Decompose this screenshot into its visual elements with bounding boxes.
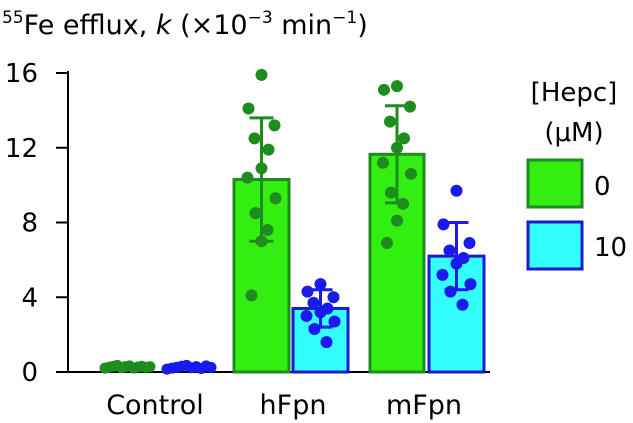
- point-hfpn-hepc-0-10: [255, 235, 268, 248]
- point-hfpn-hepc-0-9: [261, 223, 274, 236]
- point-mfpn-hepc-10-2: [463, 237, 476, 250]
- point-hfpn-hepc-0-3: [248, 132, 261, 145]
- point-hfpn-hepc-0-5: [255, 162, 268, 175]
- y-tick-label-12: 12: [5, 134, 38, 164]
- point-mfpn-hepc-10-0: [450, 184, 463, 197]
- y-axis-title-isotope: 55: [2, 8, 24, 28]
- y-tick-label-8: 8: [21, 209, 38, 239]
- point-mfpn-hepc-0-8: [385, 186, 397, 199]
- legend-label-0: 0: [594, 172, 611, 202]
- y-axis-title-unit: min: [273, 10, 333, 41]
- point-mfpn-hepc-0-1: [378, 83, 390, 96]
- point-control-hepc-10-9: [205, 361, 217, 373]
- y-axis-title-exp: −3: [248, 8, 273, 28]
- bars: [232, 152, 486, 374]
- point-mfpn-hepc-0-3: [384, 115, 396, 128]
- point-hfpn-hepc-0-11: [245, 289, 258, 302]
- point-mfpn-hepc-10-8: [444, 285, 457, 298]
- point-mfpn-hepc-10-6: [436, 268, 449, 281]
- y-axis-title: 55Fe efflux, k (×10−3 min−1): [2, 8, 368, 41]
- legend: [Hepc] (μM) 0 10: [526, 78, 627, 271]
- point-mfpn-hepc-10-5: [450, 257, 463, 270]
- point-mfpn-hepc-10-7: [464, 278, 477, 291]
- legend-swatch-0: [526, 158, 584, 209]
- data-points: [99, 68, 477, 375]
- point-mfpn-hepc-0-5: [391, 141, 403, 154]
- point-hfpn-hepc-10-5: [314, 306, 327, 319]
- y-tick-label-4: 4: [21, 283, 38, 313]
- point-mfpn-hepc-0-4: [398, 132, 410, 145]
- point-hfpn-hepc-10-8: [308, 323, 321, 336]
- axes: 0 4 8 12 16 Control hFpn mFpn: [5, 59, 490, 421]
- point-mfpn-hepc-0-6: [377, 156, 389, 169]
- point-hfpn-hepc-10-6: [300, 309, 313, 322]
- point-hfpn-hepc-0-2: [268, 119, 281, 132]
- y-axis-title-exp2: −1: [332, 8, 357, 28]
- y-axis-title-close: ): [357, 10, 368, 41]
- point-hfpn-hepc-10-7: [328, 315, 341, 328]
- point-control-hepc-0-11: [144, 361, 156, 373]
- legend-swatch-10: [526, 220, 584, 271]
- y-tick-label-0: 0: [21, 358, 38, 388]
- point-mfpn-hepc-0-2: [404, 100, 416, 113]
- y-tick-label-16: 16: [5, 59, 38, 89]
- point-hfpn-hepc-0-6: [241, 171, 254, 184]
- point-hfpn-hepc-0-4: [262, 143, 275, 156]
- x-category-label-mfpn: mFpn: [386, 390, 462, 421]
- point-hfpn-hepc-10-9: [320, 336, 333, 349]
- legend-label-10: 10: [594, 233, 627, 263]
- point-hfpn-hepc-10-2: [327, 291, 340, 304]
- point-mfpn-hepc-10-3: [443, 244, 456, 257]
- legend-title-line1: [Hepc]: [531, 78, 618, 108]
- point-hfpn-hepc-10-3: [307, 296, 320, 309]
- y-axis-title-k: k: [156, 10, 173, 41]
- point-mfpn-hepc-0-9: [397, 197, 409, 210]
- point-mfpn-hepc-0-0: [391, 80, 403, 93]
- point-hfpn-hepc-0-8: [249, 207, 262, 220]
- point-mfpn-hepc-10-1: [437, 218, 450, 231]
- y-axis-title-main: Fe efflux,: [24, 10, 156, 41]
- legend-title-line2: (μM): [544, 118, 603, 148]
- point-hfpn-hepc-10-0: [314, 278, 327, 291]
- x-category-label-hfpn: hFpn: [260, 390, 327, 421]
- point-mfpn-hepc-0-11: [381, 237, 393, 250]
- point-hfpn-hepc-0-7: [269, 192, 282, 205]
- point-mfpn-hepc-10-9: [456, 298, 469, 311]
- y-axis-title-open: (×10: [172, 10, 248, 41]
- point-mfpn-hepc-0-10: [391, 214, 403, 227]
- x-category-label-control: Control: [106, 390, 204, 421]
- point-hfpn-hepc-0-0: [255, 68, 268, 81]
- point-hfpn-hepc-0-1: [242, 102, 255, 115]
- point-mfpn-hepc-0-7: [405, 167, 417, 180]
- point-hfpn-hepc-10-1: [301, 285, 314, 298]
